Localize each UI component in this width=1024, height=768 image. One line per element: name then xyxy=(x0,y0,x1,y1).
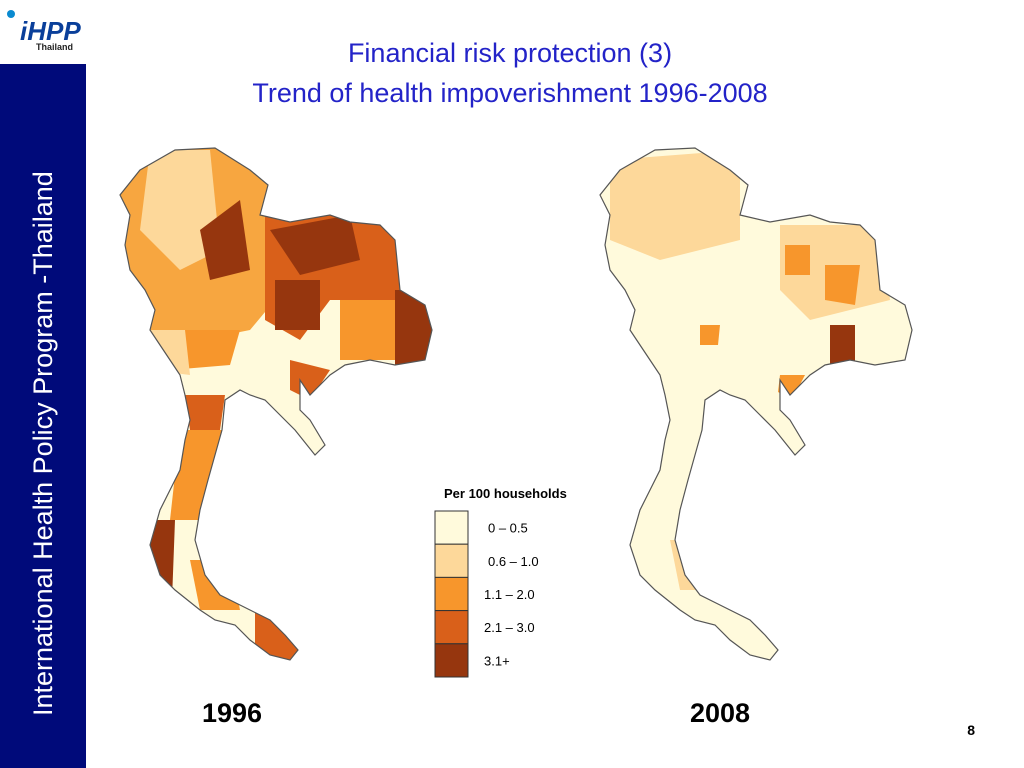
logo: iHPP Thailand xyxy=(7,10,81,52)
page-number: 8 xyxy=(967,722,975,738)
legend-label: 0.6 – 1.0 xyxy=(488,554,539,569)
logo-dot xyxy=(7,10,15,18)
legend-swatch xyxy=(434,510,469,545)
legend-title: Per 100 households xyxy=(444,486,567,501)
map-2008 xyxy=(599,147,913,661)
legend-swatch xyxy=(434,643,469,678)
legend: Per 100 households 0 – 0.5 0.6 – 1.0 1.1 –… xyxy=(434,486,567,678)
legend-label: 3.1+ xyxy=(484,653,510,668)
title-line: Financial risk protection (3) xyxy=(348,38,672,68)
sidebar xyxy=(0,64,86,768)
map-year: 1996 xyxy=(202,698,262,728)
map-1996 xyxy=(119,147,433,661)
legend-swatch xyxy=(434,610,469,645)
logo-sub: Thailand xyxy=(36,42,73,52)
legend-swatch xyxy=(434,543,469,578)
title-line: Trend of health impoverishment 1996-2008 xyxy=(252,78,767,108)
sidebar-text: International Health Policy Program -Tha… xyxy=(28,171,58,716)
map-year: 2008 xyxy=(690,698,750,728)
legend-label: 0 – 0.5 xyxy=(488,521,528,536)
logo-text: iHPP xyxy=(20,16,81,46)
legend-label: 1.1 – 2.0 xyxy=(484,587,535,602)
legend-swatch xyxy=(434,576,469,612)
legend-label: 2.1 – 3.0 xyxy=(484,620,535,635)
